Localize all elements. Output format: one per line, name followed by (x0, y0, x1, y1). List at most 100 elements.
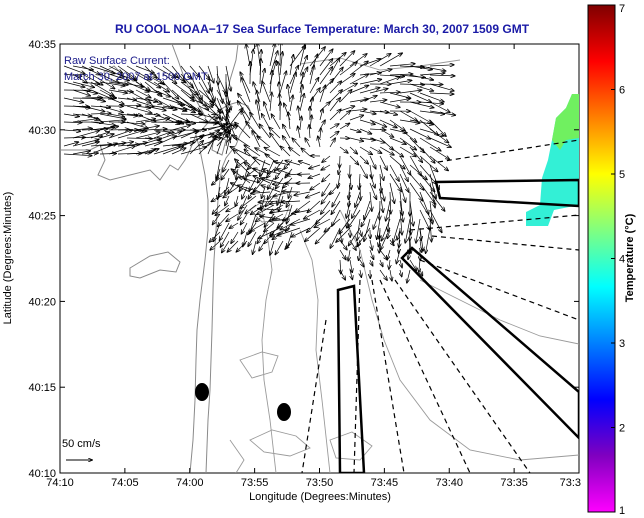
current-vector (274, 191, 291, 196)
current-vector (275, 159, 284, 171)
current-vector (117, 65, 137, 79)
current-vector (271, 204, 284, 212)
y-tick-label: 40:15 (28, 382, 56, 394)
current-vector (126, 143, 147, 147)
current-vector (369, 173, 375, 188)
current-vector (81, 82, 99, 84)
current-vector (254, 177, 266, 192)
current-vector (393, 218, 401, 243)
current-vector (389, 259, 390, 269)
current-vector (419, 173, 435, 191)
current-vector (420, 229, 421, 240)
current-vector (117, 114, 137, 116)
current-vector (409, 155, 421, 175)
current-vector (171, 73, 186, 83)
current-vector (238, 204, 248, 220)
current-vector (399, 191, 402, 215)
current-vector (379, 53, 402, 67)
current-vector (207, 124, 228, 131)
current-vector (420, 269, 422, 276)
current-vector (63, 97, 83, 102)
x-axis: 74:10 74:05 74:00 73:55 73:50 73:45 73:40 73:35… (46, 44, 581, 489)
current-vector (289, 148, 301, 157)
current-vector (409, 92, 431, 102)
current-vector (399, 90, 421, 94)
current-vector (135, 119, 155, 123)
current-vector (409, 259, 416, 270)
current-vector (223, 159, 230, 172)
current-vector (379, 164, 384, 180)
current-vector (369, 89, 387, 94)
current-vector (218, 213, 230, 226)
current-vector (275, 168, 284, 179)
current-vector (340, 229, 342, 242)
current-vector (225, 127, 230, 147)
current-vector (348, 249, 350, 261)
current-vector (329, 81, 341, 94)
current-vector (99, 154, 116, 155)
current-vector (256, 100, 261, 121)
current-vector (419, 209, 430, 230)
current-vector (213, 204, 221, 214)
current-vector (419, 259, 420, 272)
current-vectors (63, 44, 455, 283)
current-vector (330, 182, 341, 194)
current-vector (171, 125, 190, 131)
y-tick-label: 40:20 (28, 296, 56, 308)
x-tick-label: 74:10 (46, 477, 74, 489)
current-vector (281, 147, 291, 157)
current-vector (361, 209, 371, 226)
current-vector (399, 155, 411, 175)
current-vector (349, 146, 357, 154)
current-vector (359, 164, 367, 178)
current-vector (380, 259, 383, 266)
x-tick-label: 73:3 (560, 477, 581, 489)
current-vector (135, 89, 151, 98)
current-vector (429, 173, 436, 198)
current-vector (348, 209, 361, 228)
current-vector (226, 204, 239, 211)
current-vector (339, 146, 348, 153)
current-vector (273, 213, 284, 220)
current-vector (329, 68, 343, 85)
current-vector (278, 62, 281, 85)
current-vector (63, 154, 92, 156)
current-vector (240, 177, 248, 191)
current-vector (359, 88, 379, 94)
current-vector (242, 186, 248, 199)
current-vector (162, 81, 178, 99)
current-vector (225, 65, 231, 91)
current-vector (153, 65, 175, 78)
current-vector (419, 65, 445, 71)
current-vector (357, 218, 361, 240)
current-vector (379, 269, 387, 280)
current-vector (63, 113, 79, 117)
current-vector (231, 147, 251, 157)
current-vector (369, 100, 386, 102)
current-vector (257, 136, 271, 148)
current-vector (81, 136, 102, 138)
current-vector (409, 83, 433, 91)
current-vector (225, 89, 231, 110)
current-vector (189, 81, 202, 103)
current-vector (108, 130, 132, 139)
current-vector (273, 231, 284, 239)
current-vector (360, 269, 361, 277)
current-vector (336, 227, 351, 242)
current-vector (262, 82, 271, 103)
current-vector (207, 73, 212, 91)
current-vector (399, 239, 400, 247)
current-vector (387, 249, 391, 259)
current-vector (359, 173, 360, 189)
current-vector (405, 218, 411, 243)
current-vector (339, 84, 357, 94)
current-vector (319, 79, 333, 94)
current-vector (126, 65, 151, 80)
current-vector (108, 97, 124, 104)
current-vector (245, 204, 257, 213)
current-vector (350, 173, 351, 189)
current-vector (258, 168, 266, 182)
current-vector (389, 164, 399, 181)
x-tick-label: 74:05 (111, 477, 139, 489)
current-vector (240, 195, 257, 208)
